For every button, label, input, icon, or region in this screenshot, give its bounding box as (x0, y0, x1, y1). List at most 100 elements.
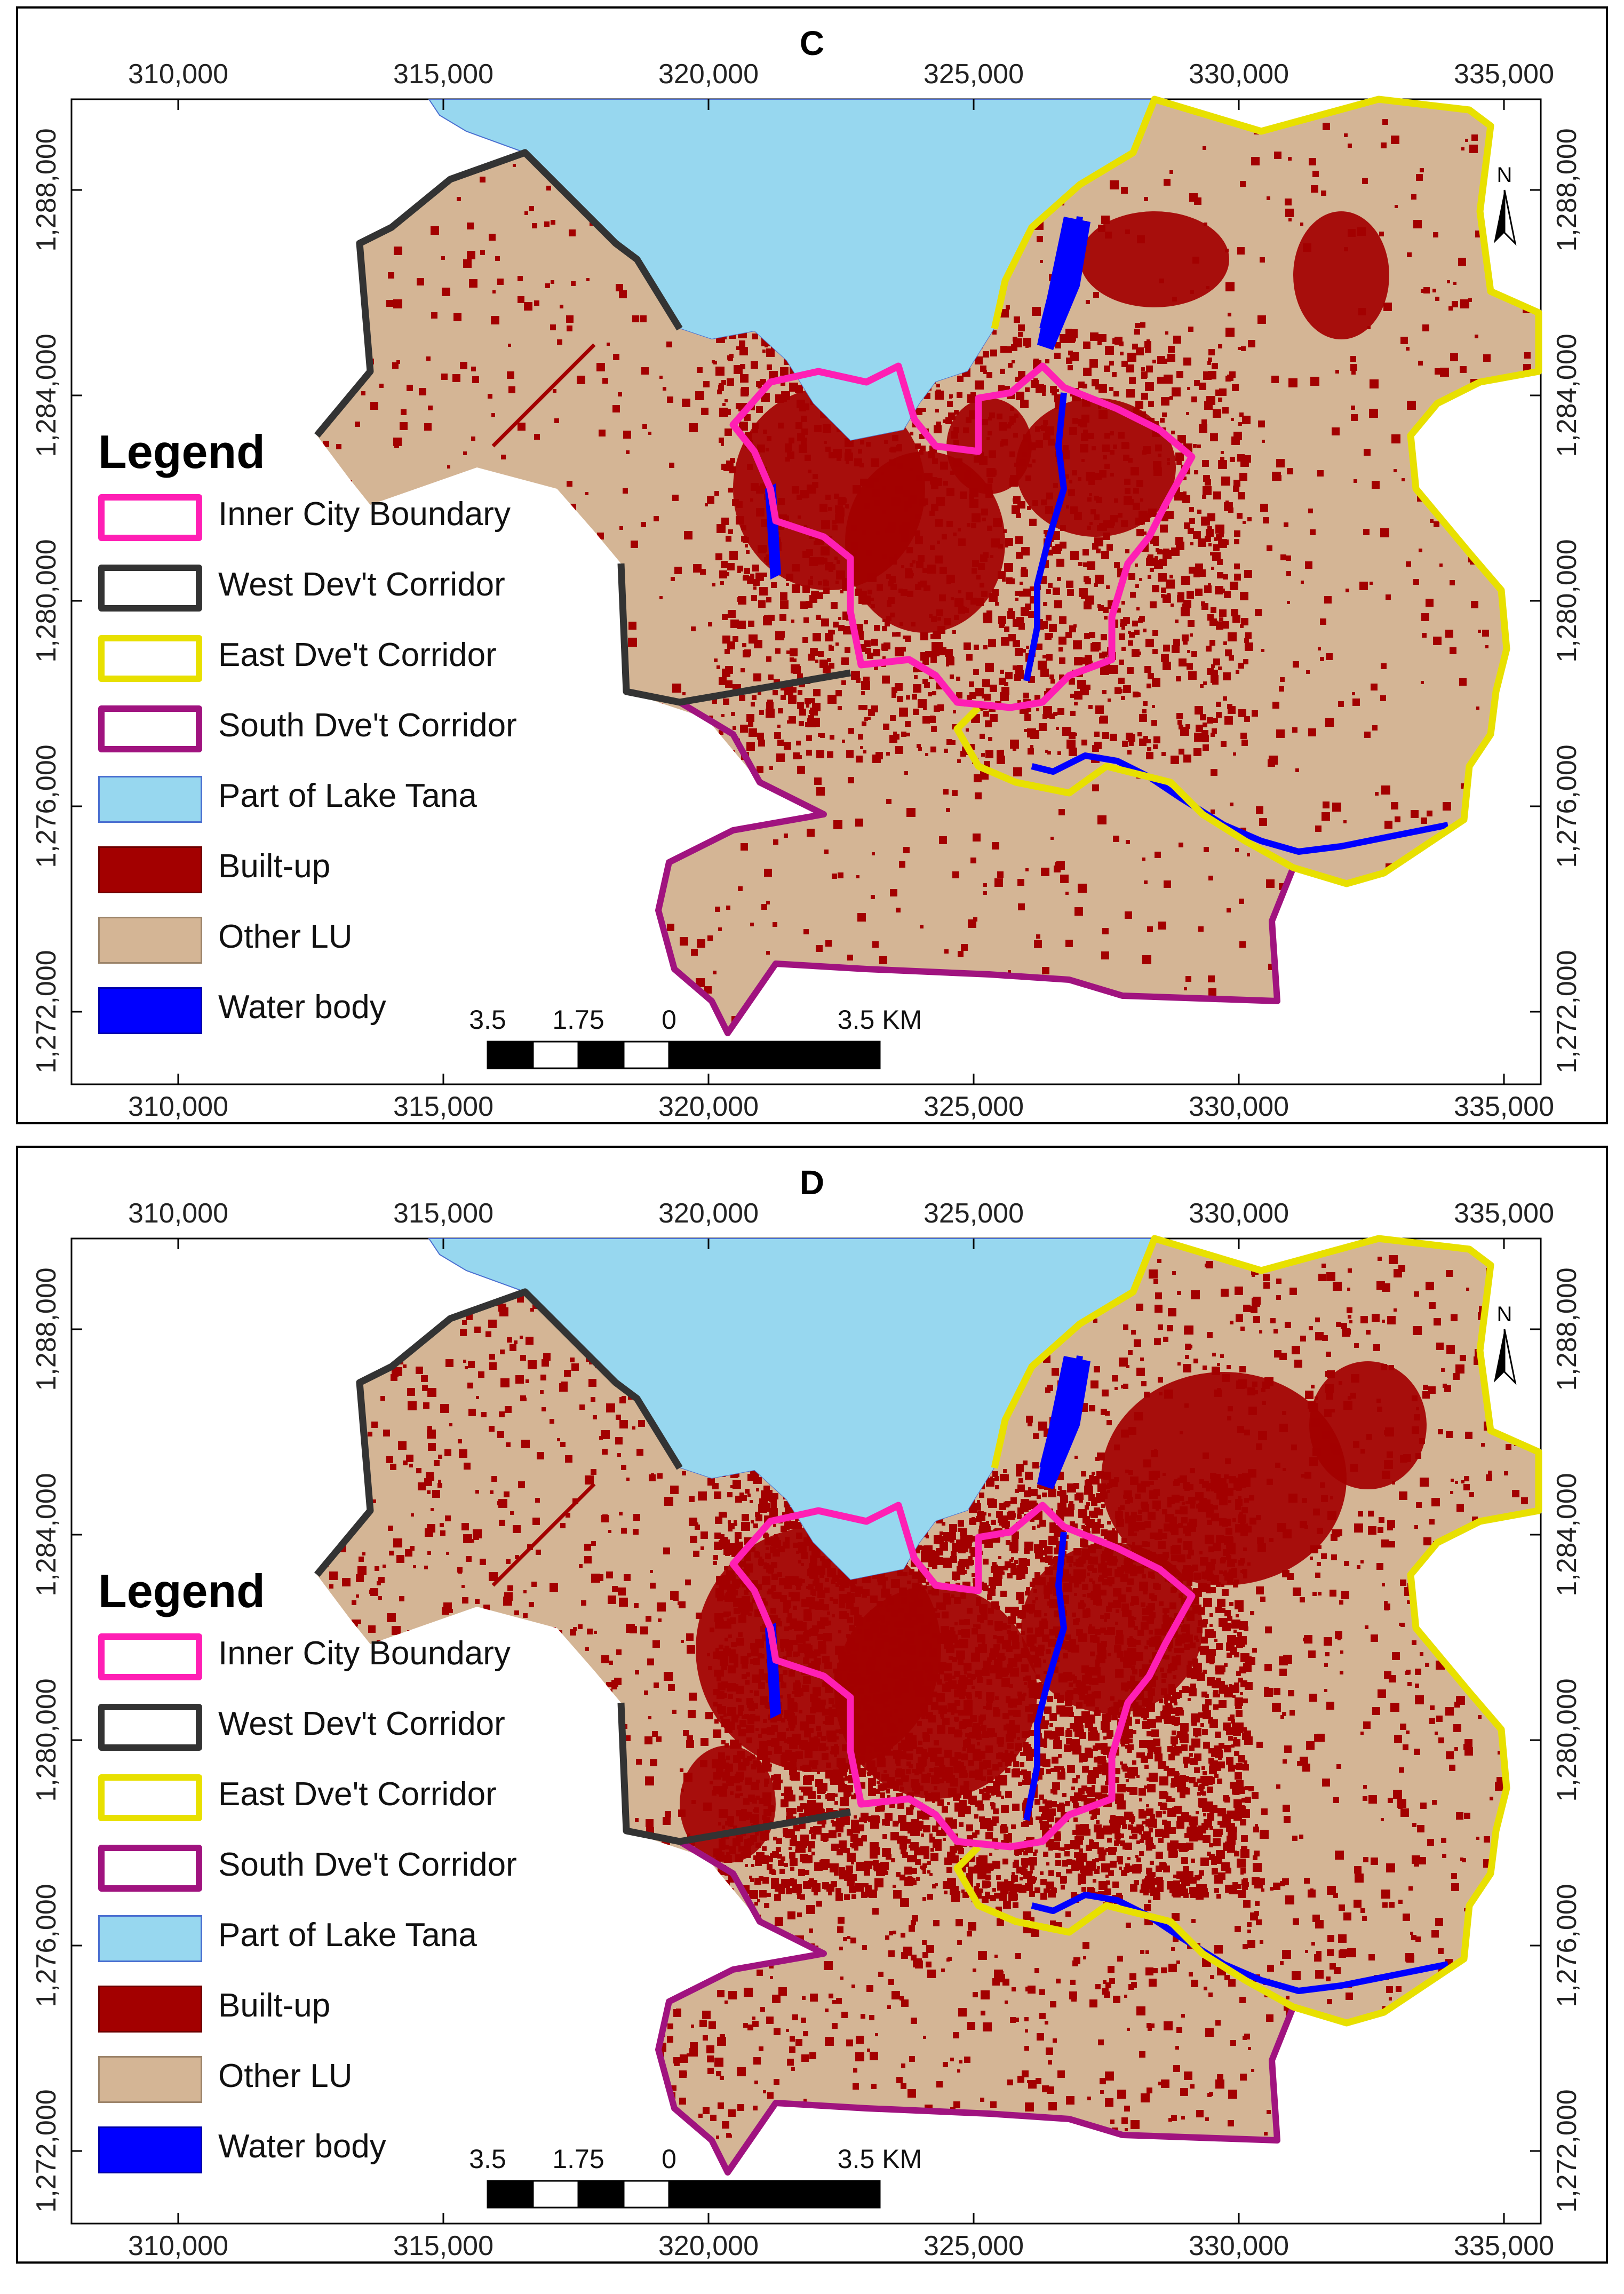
north-arrow: N (1494, 163, 1517, 246)
legend-label: Part of Lake Tana (218, 1917, 477, 1954)
legend-item: Other LU (98, 2051, 610, 2109)
legend-label: West Dev't Corridor (218, 1705, 505, 1742)
axis-ticks: 310,000 310,000 315,000 315,000 320,000 320,0… (31, 1198, 1582, 2261)
y-tick-right: 1,288,000 (1551, 128, 1582, 251)
scale-label: 1.75 (552, 1005, 604, 1035)
legend-item: Other LU (98, 911, 610, 970)
inner-city-boundary (729, 1502, 1196, 1851)
y-tick-left: 1,280,000 (31, 1678, 62, 1801)
legend-label: Inner City Boundary (218, 496, 511, 533)
south-corridor-boundary (625, 1828, 1296, 2176)
legend-item: Water body (98, 2121, 610, 2180)
legend-label: East Dve't Corridor (218, 637, 497, 673)
legend-item: Inner City Boundary (98, 1628, 610, 1687)
legend-item: Inner City Boundary (98, 489, 610, 547)
legend-label: Other LU (218, 2058, 353, 2094)
legend-item: Built-up (98, 841, 610, 900)
legend-title: Legend (98, 425, 265, 478)
south-corridor-boundary (625, 688, 1296, 1036)
north-arrow-label: N (1497, 1303, 1512, 1326)
y-tick-right: 1,280,000 (1551, 539, 1582, 662)
legend-label: Inner City Boundary (218, 1635, 511, 1672)
x-tick-top: 310,000 (128, 1198, 228, 1229)
y-tick-right: 1,280,000 (1551, 1678, 1582, 1801)
scale-bar: 3.5 1.75 0 3.5 KM (469, 1005, 922, 1069)
legend-swatch (98, 494, 202, 541)
legend-label: East Dve't Corridor (218, 1776, 497, 1813)
y-tick-right: 1,276,000 (1551, 744, 1582, 868)
scale-label: 0 (662, 1005, 676, 1035)
legend-label: Built-up (218, 1987, 331, 2024)
legend-item: West Dev't Corridor (98, 1698, 610, 1757)
x-tick-bottom: 315,000 (393, 2231, 493, 2261)
map-canvas-d: N 3.5 1.75 0 3.5 KM 310,000 310,000 315,000 315,… (31, 1198, 1582, 2261)
y-tick-right: 1,284,000 (1551, 334, 1582, 457)
water-body (765, 1355, 1449, 1994)
map-body: N 3.5 1.75 0 3.5 KM 310,000 310,000 315,000 315,… (31, 1198, 1582, 2261)
x-tick-bottom: 310,000 (128, 2231, 228, 2261)
legend-label: Water body (218, 989, 386, 1026)
x-tick-bottom: 330,000 (1189, 2231, 1289, 2261)
y-tick-left: 1,276,000 (31, 744, 62, 868)
west-corridor-boundary (314, 149, 851, 706)
x-tick-bottom: 335,000 (1454, 1091, 1554, 1122)
east-corridor-boundary (953, 96, 1542, 887)
east-corridor-boundary (953, 1235, 1542, 2027)
y-tick-right: 1,284,000 (1551, 1473, 1582, 1596)
y-tick-left: 1,284,000 (31, 334, 62, 457)
y-tick-right: 1,272,000 (1551, 2089, 1582, 2212)
x-tick-top: 325,000 (924, 1198, 1024, 1229)
map-body: N 3.5 1.75 0 3.5 KM 310,000 310,000 315,000 315,… (31, 59, 1582, 1122)
x-tick-top: 330,000 (1189, 59, 1289, 90)
y-tick-right: 1,272,000 (1551, 950, 1582, 1073)
x-tick-top: 330,000 (1189, 1198, 1289, 1229)
legend-swatch (98, 565, 202, 612)
legend-label: South Dve't Corridor (218, 707, 517, 744)
legend-label: Water body (218, 2128, 386, 2165)
y-tick-left: 1,284,000 (31, 1473, 62, 1596)
legend-label: Built-up (218, 848, 331, 885)
legend-swatch (98, 1915, 202, 1962)
legend-swatch (98, 2056, 202, 2103)
x-tick-top: 320,000 (658, 59, 759, 90)
y-tick-left: 1,276,000 (31, 1884, 62, 2007)
legend-swatch (98, 987, 202, 1034)
y-tick-right: 1,276,000 (1551, 1884, 1582, 2007)
x-tick-bottom: 330,000 (1189, 1091, 1289, 1122)
inner-city-boundary (729, 362, 1196, 711)
scale-label: 1.75 (552, 2144, 604, 2174)
x-tick-bottom: 325,000 (924, 1091, 1024, 1122)
legend-item: Part of Lake Tana (98, 771, 610, 829)
legend-item: West Dev't Corridor (98, 559, 610, 618)
y-tick-right: 1,288,000 (1551, 1267, 1582, 1391)
x-tick-top: 315,000 (393, 1198, 493, 1229)
north-arrow-label: N (1497, 163, 1512, 187)
panel-label: D (799, 1163, 825, 1202)
y-tick-left: 1,288,000 (31, 1267, 62, 1391)
legend-item: South Dve't Corridor (98, 1839, 610, 1898)
legend-item: Built-up (98, 1980, 610, 2039)
legend-item: Part of Lake Tana (98, 1910, 610, 1968)
legend-label: South Dve't Corridor (218, 1846, 517, 1883)
x-tick-top: 335,000 (1454, 1198, 1554, 1229)
legend-label: West Dev't Corridor (218, 566, 505, 603)
legend-title: Legend (98, 1565, 265, 1617)
map-panel-d: N 3.5 1.75 0 3.5 KM 310,000 310,000 315,000 315,… (16, 1146, 1608, 2264)
legend-swatch (98, 1704, 202, 1751)
x-tick-top: 310,000 (128, 59, 228, 90)
x-tick-bottom: 320,000 (658, 1091, 759, 1122)
legend-swatch (98, 1845, 202, 1892)
axis-ticks: 310,000 310,000 315,000 315,000 320,000 320,0… (31, 59, 1582, 1122)
legend-item: South Dve't Corridor (98, 700, 610, 759)
legend-swatch (98, 635, 202, 682)
x-tick-top: 315,000 (393, 59, 493, 90)
y-tick-left: 1,280,000 (31, 539, 62, 662)
west-corridor-boundary (314, 1288, 851, 1845)
legend-swatch (98, 917, 202, 964)
north-arrow: N (1494, 1303, 1517, 1385)
x-tick-bottom: 315,000 (393, 1091, 493, 1122)
x-tick-top: 335,000 (1454, 59, 1554, 90)
y-tick-left: 1,272,000 (31, 950, 62, 1073)
y-tick-left: 1,288,000 (31, 128, 62, 251)
legend-swatch (98, 1774, 202, 1821)
